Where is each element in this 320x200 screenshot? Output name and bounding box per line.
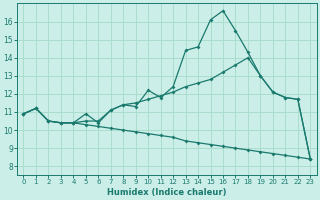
X-axis label: Humidex (Indice chaleur): Humidex (Indice chaleur) — [107, 188, 227, 197]
